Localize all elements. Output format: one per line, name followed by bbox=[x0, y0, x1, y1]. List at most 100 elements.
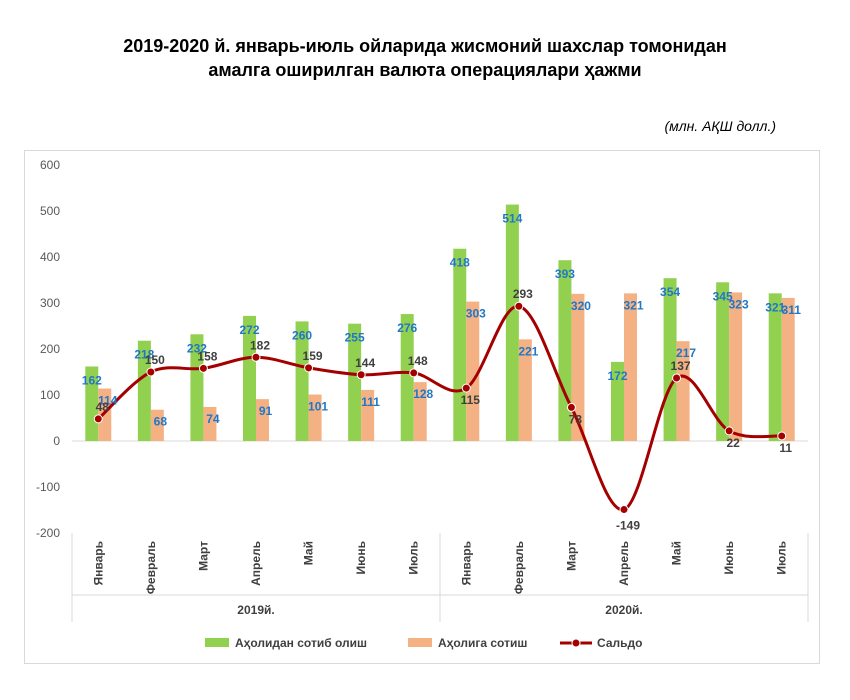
data-label-saldo: 137 bbox=[671, 359, 691, 373]
category-label: Май bbox=[670, 541, 684, 565]
saldo-line bbox=[97, 304, 782, 512]
bar-buy bbox=[85, 366, 99, 441]
bar-buy bbox=[400, 314, 414, 441]
data-label-buy: 354 bbox=[660, 285, 680, 299]
data-label-sell: 323 bbox=[729, 297, 749, 311]
data-label-buy: 514 bbox=[502, 212, 522, 226]
saldo-point bbox=[409, 368, 419, 378]
bar-sell bbox=[676, 341, 690, 441]
data-label-buy: 255 bbox=[345, 331, 365, 345]
data-label-buy: 162 bbox=[82, 373, 102, 387]
data-label-sell: 320 bbox=[571, 299, 591, 313]
data-label-buy: 218 bbox=[134, 348, 154, 362]
y-tick-label: 200 bbox=[40, 342, 60, 356]
data-label-saldo: 150 bbox=[145, 353, 165, 367]
data-label-saldo: 182 bbox=[250, 338, 270, 352]
bar-buy bbox=[558, 260, 572, 441]
category-label: Июнь bbox=[354, 541, 368, 575]
data-label-saldo: 22 bbox=[726, 436, 740, 450]
data-label-saldo: -149 bbox=[616, 519, 640, 533]
bar-buy bbox=[295, 321, 309, 441]
data-label-saldo: 73 bbox=[569, 412, 583, 426]
chart-frame bbox=[24, 150, 820, 664]
data-label-buy: 232 bbox=[187, 341, 207, 355]
data-label-buy: 272 bbox=[239, 323, 259, 337]
category-label: Апрель bbox=[617, 541, 631, 586]
bar-sell bbox=[413, 382, 427, 441]
bar-sell bbox=[466, 301, 480, 441]
bar-sell bbox=[203, 406, 217, 441]
year-group-label: 2019й. bbox=[237, 603, 274, 617]
data-label-buy: 172 bbox=[607, 369, 627, 383]
data-label-sell: 114 bbox=[98, 394, 118, 408]
category-label: Март bbox=[196, 541, 210, 571]
data-label-sell: 101 bbox=[308, 400, 328, 414]
saldo-point bbox=[777, 431, 787, 441]
category-label: Январь bbox=[91, 541, 105, 585]
category-label: Апрель bbox=[249, 541, 263, 586]
unit-label: (млн. АҚШ долл.) bbox=[664, 118, 776, 134]
saldo-point bbox=[724, 426, 734, 436]
saldo-point bbox=[198, 363, 208, 373]
bar-sell bbox=[308, 394, 322, 441]
bar-buy bbox=[190, 334, 204, 441]
legend-swatch-saldo-marker bbox=[571, 638, 581, 648]
saldo-point bbox=[251, 352, 261, 362]
legend-label-buy: Аҳолидан сотиб олиш bbox=[235, 636, 367, 650]
category-label: Июль bbox=[775, 541, 789, 575]
saldo-point bbox=[146, 367, 156, 377]
bar-buy bbox=[243, 315, 256, 441]
chart-title-line-1: 2019-2020 й. январь-июль ойларида жисмон… bbox=[123, 36, 727, 56]
bar-buy bbox=[663, 278, 677, 441]
data-label-saldo: 293 bbox=[513, 287, 533, 301]
bar-sell bbox=[571, 293, 585, 441]
category-label: Июнь bbox=[722, 541, 736, 575]
bar-sell bbox=[361, 389, 375, 441]
bar-buy bbox=[137, 340, 151, 441]
legend-label-saldo: Сальдо bbox=[597, 636, 642, 650]
y-tick-label: 100 bbox=[40, 388, 60, 402]
chart-title: 2019-2020 й. январь-июль ойларида жисмон… bbox=[0, 34, 850, 82]
data-label-sell: 217 bbox=[676, 346, 696, 360]
data-label-saldo: 144 bbox=[355, 356, 375, 370]
bar-sell bbox=[624, 293, 637, 441]
data-label-buy: 276 bbox=[397, 321, 417, 335]
legend-label-sell: Аҳолига сотиш bbox=[438, 636, 527, 650]
saldo-point bbox=[304, 363, 314, 373]
data-label-buy: 260 bbox=[292, 328, 312, 342]
saldo-point bbox=[356, 370, 366, 380]
bar-buy bbox=[348, 323, 362, 441]
y-tick-label: 500 bbox=[40, 204, 60, 218]
data-label-sell: 311 bbox=[782, 303, 802, 317]
y-tick-label: -100 bbox=[36, 480, 60, 494]
data-label-sell: 128 bbox=[413, 387, 433, 401]
saldo-point bbox=[514, 301, 524, 311]
data-label-saldo: 11 bbox=[779, 441, 792, 455]
year-group-label: 2020й. bbox=[605, 603, 642, 617]
bar-buy bbox=[505, 204, 519, 441]
data-label-saldo: 115 bbox=[461, 393, 481, 407]
data-label-sell: 303 bbox=[466, 307, 486, 321]
data-label-sell: 68 bbox=[154, 415, 168, 429]
legend-swatch-buy bbox=[205, 638, 229, 647]
data-label-sell: 91 bbox=[259, 404, 273, 418]
saldo-point bbox=[619, 505, 629, 515]
data-label-saldo: 148 bbox=[408, 354, 428, 368]
y-tick-label: 600 bbox=[40, 158, 60, 172]
legend-swatch-sell bbox=[408, 638, 432, 647]
chart-title-line-2: амалга оширилган валюта операциялари ҳаж… bbox=[208, 60, 642, 80]
bar-sell bbox=[150, 409, 164, 441]
category-label: Январь bbox=[459, 541, 473, 585]
category-label: Июль bbox=[407, 541, 421, 575]
data-label-buy: 418 bbox=[450, 256, 470, 270]
data-label-buy: 393 bbox=[555, 267, 575, 281]
category-label: Февраль bbox=[144, 541, 158, 594]
data-label-saldo: 159 bbox=[303, 349, 323, 363]
saldo-point bbox=[461, 383, 471, 393]
category-label: Март bbox=[564, 541, 578, 571]
saldo-point bbox=[93, 414, 103, 424]
bar-sell bbox=[729, 292, 743, 441]
data-label-saldo: 48 bbox=[96, 400, 110, 414]
bar-buy bbox=[453, 248, 467, 441]
